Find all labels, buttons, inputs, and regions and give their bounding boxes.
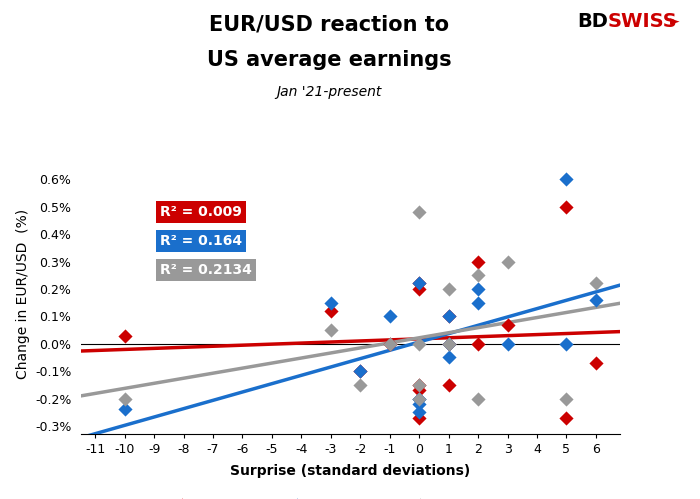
Point: [561, 175, 572, 183]
Point: [414, 279, 425, 287]
Point: [561, 414, 572, 422]
Point: [502, 340, 513, 348]
Point: [355, 367, 366, 375]
Point: [443, 381, 454, 389]
Point: [443, 312, 454, 320]
Point: [414, 381, 425, 389]
Point: [414, 285, 425, 293]
Point: [443, 312, 454, 320]
Point: [561, 395, 572, 403]
Point: [414, 395, 425, 403]
Point: [119, 331, 130, 339]
Point: [443, 353, 454, 361]
Point: [473, 285, 484, 293]
Y-axis label: Change in EUR/USD  (%): Change in EUR/USD (%): [15, 210, 29, 379]
Point: [384, 340, 395, 348]
Point: [414, 395, 425, 403]
Legend: 5 mins, 30 mins, 1 hr: 5 mins, 30 mins, 1 hr: [163, 495, 473, 499]
Point: [502, 320, 513, 328]
Point: [502, 257, 513, 265]
Point: [414, 414, 425, 422]
Point: [473, 271, 484, 279]
Point: [473, 298, 484, 306]
Point: [414, 381, 425, 389]
Point: [590, 359, 601, 367]
Point: [414, 408, 425, 416]
Point: [384, 312, 395, 320]
Point: [414, 279, 425, 287]
Point: [443, 285, 454, 293]
Point: [355, 367, 366, 375]
Point: [326, 298, 337, 306]
X-axis label: Surprise (standard deviations): Surprise (standard deviations): [230, 465, 470, 479]
Text: R² = 0.164: R² = 0.164: [160, 234, 242, 248]
Point: [384, 340, 395, 348]
Point: [414, 386, 425, 394]
Text: R² = 0.009: R² = 0.009: [160, 205, 242, 219]
Point: [473, 257, 484, 265]
Text: R² = 0.2134: R² = 0.2134: [160, 263, 252, 277]
Point: [326, 307, 337, 315]
Point: [473, 395, 484, 403]
Point: [561, 340, 572, 348]
Point: [414, 400, 425, 408]
Point: [414, 395, 425, 403]
Point: [561, 203, 572, 211]
Point: [590, 279, 601, 287]
Point: [414, 208, 425, 216]
Point: [326, 326, 337, 334]
Point: [119, 395, 130, 403]
Text: US average earnings: US average earnings: [206, 50, 452, 70]
Text: SWISS: SWISS: [608, 12, 678, 31]
Point: [443, 340, 454, 348]
Point: [443, 340, 454, 348]
Point: [590, 296, 601, 304]
Point: [119, 406, 130, 414]
Point: [355, 381, 366, 389]
Text: ►: ►: [670, 15, 680, 28]
Text: BD: BD: [578, 12, 608, 31]
Point: [473, 340, 484, 348]
Text: EUR/USD reaction to: EUR/USD reaction to: [209, 15, 449, 35]
Point: [443, 340, 454, 348]
Text: Jan '21-present: Jan '21-present: [276, 85, 382, 99]
Point: [414, 340, 425, 348]
